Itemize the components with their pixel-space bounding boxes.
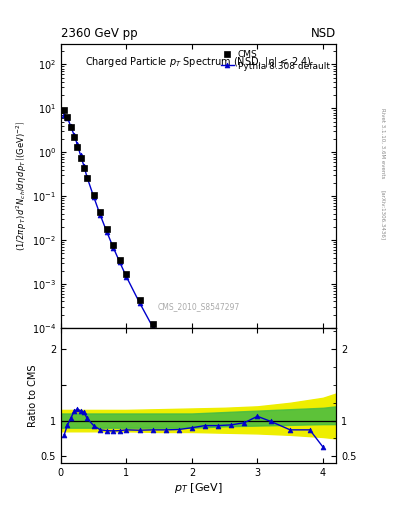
Pythia 8.308 default [62,112,66,118]
Pythia 8.308 default [85,175,90,181]
Text: Charged Particle $p_T$ Spectrum (NSD, $|\eta|$ < 2.4): Charged Particle $p_T$ Spectrum (NSD, $|… [85,55,312,69]
CMS [163,345,168,351]
CMS [150,321,155,327]
Pythia 8.308 default [105,229,109,235]
Text: 2360 GeV pp: 2360 GeV pp [61,27,138,40]
Pythia 8.308 default [242,473,247,479]
CMS [105,226,109,232]
Pythia 8.308 default [255,492,260,498]
Text: Rivet 3.1.10, 3.6M events: Rivet 3.1.10, 3.6M events [381,108,386,179]
CMS [75,144,80,151]
Text: [arXiv:1306.3436]: [arXiv:1306.3436] [381,190,386,240]
Pythia 8.308 default [91,194,96,200]
X-axis label: $p_T$ [GeV]: $p_T$ [GeV] [174,481,223,495]
CMS [65,114,70,120]
CMS [85,175,90,181]
Pythia 8.308 default [75,141,80,147]
Pythia 8.308 default [72,132,76,138]
CMS [118,257,122,263]
CMS [68,124,73,130]
Pythia 8.308 default [176,369,181,375]
Pythia 8.308 default [118,260,122,266]
CMS [216,431,220,437]
Pythia 8.308 default [189,390,194,396]
Pythia 8.308 default [137,300,142,306]
CMS [229,452,233,458]
CMS [111,242,116,248]
CMS [62,108,66,114]
Legend: CMS, Pythia 8.308 default: CMS, Pythia 8.308 default [219,48,332,72]
CMS [98,209,103,216]
Line: Pythia 8.308 default: Pythia 8.308 default [62,112,325,512]
Line: CMS: CMS [61,107,326,512]
CMS [78,155,83,161]
Pythia 8.308 default [203,411,208,417]
Pythia 8.308 default [111,245,116,251]
Pythia 8.308 default [229,453,233,459]
CMS [203,410,208,416]
CMS [81,165,86,171]
Text: CMS_2010_S8547297: CMS_2010_S8547297 [157,302,240,311]
CMS [176,367,181,373]
CMS [72,134,76,140]
Text: NSD: NSD [311,27,336,40]
Pythia 8.308 default [81,163,86,169]
Pythia 8.308 default [98,212,103,218]
CMS [242,472,247,478]
Pythia 8.308 default [65,115,70,121]
Pythia 8.308 default [216,432,220,438]
CMS [124,271,129,277]
Y-axis label: $(1/2\pi\,p_T)\,d^2N_{ch}/d\eta\,dp_T\,\left[(\mathrm{GeV})^{-2}\right]$: $(1/2\pi\,p_T)\,d^2N_{ch}/d\eta\,dp_T\,\… [15,121,29,251]
Pythia 8.308 default [163,347,168,353]
Pythia 8.308 default [124,274,129,280]
CMS [91,192,96,198]
CMS [255,493,260,499]
CMS [189,388,194,394]
Y-axis label: Ratio to CMS: Ratio to CMS [28,365,38,427]
Pythia 8.308 default [78,152,83,158]
CMS [137,297,142,303]
Pythia 8.308 default [150,324,155,330]
Pythia 8.308 default [68,123,73,130]
